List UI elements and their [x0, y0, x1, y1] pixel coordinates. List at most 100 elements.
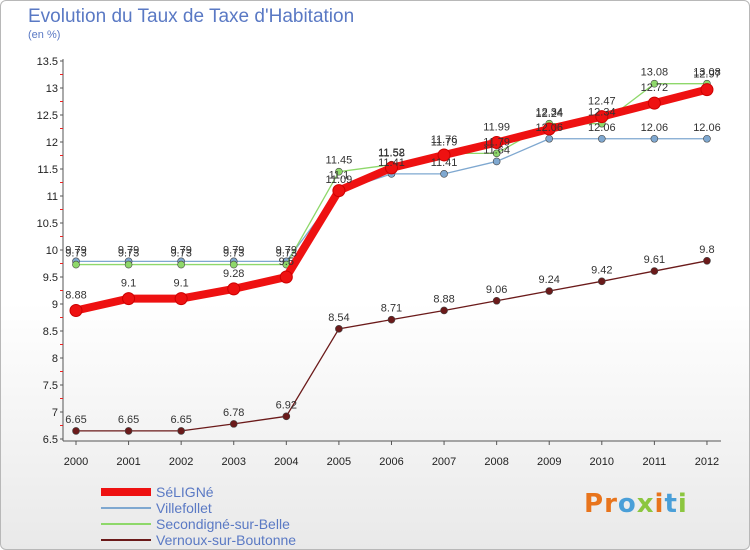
data-point-vernoux-sur-boutonne [177, 427, 185, 435]
data-point-vernoux-sur-boutonne [282, 412, 291, 421]
data-point-villefollet [703, 134, 711, 143]
data-point-seligne [174, 292, 188, 306]
data-label-villefollet: 11.41 [378, 157, 405, 169]
data-label-secondigne-sur-belle: 9.73 [170, 248, 191, 260]
data-label-secondigne-sur-belle: 9.73 [118, 248, 139, 260]
y-tick-label: 6.5 [43, 434, 58, 446]
data-label-secondigne-sur-belle: 13.08 [641, 67, 669, 79]
data-point-seligne [69, 303, 83, 317]
data-point-seligne [490, 136, 504, 150]
proxiti-logo: Proxiti [584, 489, 688, 519]
data-point-seligne [332, 184, 346, 198]
data-point-vernoux-sur-boutonne [387, 315, 396, 324]
y-tick-label: 12 [46, 137, 58, 149]
data-point-seligne [437, 148, 451, 162]
data-label-seligne: 11.1 [329, 170, 350, 182]
legend-swatch-vernoux [101, 539, 151, 541]
data-point-vernoux-sur-boutonne [597, 277, 606, 286]
y-tick-label: 13 [46, 83, 58, 95]
data-point-villefollet [597, 134, 606, 143]
data-label-seligne: 9.1 [174, 278, 189, 290]
data-point-seligne [647, 96, 661, 110]
data-point-vernoux-sur-boutonne [124, 427, 133, 435]
data-label-villefollet: 12.06 [588, 122, 616, 134]
data-label-vernoux-sur-boutonne: 8.88 [433, 293, 454, 305]
data-label-seligne: 12.24 [535, 108, 563, 120]
data-label-vernoux-sur-boutonne: 9.06 [486, 284, 507, 296]
x-tick-label: 2005 [327, 456, 351, 468]
data-label-vernoux-sur-boutonne: 8.54 [328, 312, 349, 324]
y-tick-label: 7.5 [43, 380, 58, 392]
legend-label-secondigne: Secondigné-sur-Belle [156, 516, 290, 532]
data-label-villefollet: 11.41 [431, 157, 458, 169]
data-label-vernoux-sur-boutonne: 9.24 [539, 274, 560, 286]
x-tick-label: 2010 [590, 456, 614, 468]
x-tick-label: 2009 [537, 456, 561, 468]
data-point-vernoux-sur-boutonne [229, 420, 238, 428]
data-label-vernoux-sur-boutonne: 6.65 [170, 414, 191, 426]
data-point-secondigne-sur-belle [124, 260, 133, 269]
x-tick-label: 2006 [379, 456, 403, 468]
data-point-secondigne-sur-belle [650, 79, 659, 88]
data-label-seligne: 12.47 [588, 96, 616, 108]
data-label-seligne: 11.52 [378, 147, 405, 159]
x-tick-label: 2004 [274, 456, 298, 468]
data-label-villefollet: 11.09 [326, 174, 353, 186]
data-label-secondigne-sur-belle: 9.73 [65, 248, 86, 260]
data-label-seligne: 11.99 [483, 122, 510, 134]
data-point-secondigne-sur-belle [72, 260, 80, 269]
data-label-secondigne-sur-belle: 9.73 [223, 248, 244, 260]
data-label-secondigne-sur-belle: 11.79 [483, 136, 510, 148]
x-tick-label: 2007 [432, 456, 456, 468]
legend-item-seligne: SéLIGNé [101, 484, 341, 500]
data-label-villefollet: 9.79 [223, 244, 244, 256]
data-label-secondigne-sur-belle: 12.34 [535, 107, 563, 119]
data-label-vernoux-sur-boutonne: 6.65 [65, 414, 86, 426]
data-point-seligne [227, 282, 241, 296]
legend-item-villefollet: Villefollet [101, 500, 341, 516]
x-tick-label: 2001 [116, 456, 140, 468]
data-point-vernoux-sur-boutonne [335, 325, 343, 333]
data-point-seligne [384, 161, 398, 175]
y-tick-label: 11.5 [37, 164, 58, 176]
data-label-vernoux-sur-boutonne: 9.8 [699, 244, 714, 256]
data-point-seligne [279, 270, 293, 284]
data-label-secondigne-sur-belle: 11.79 [431, 136, 458, 148]
data-label-seligne: 11.76 [431, 134, 458, 146]
data-point-villefollet [440, 170, 448, 178]
x-tick-label: 2002 [169, 456, 193, 468]
data-point-seligne [122, 292, 136, 306]
x-tick-label: 2003 [221, 456, 245, 468]
data-point-vernoux-sur-boutonne [545, 287, 554, 295]
data-label-vernoux-sur-boutonne: 6.92 [276, 399, 297, 411]
data-point-villefollet [545, 134, 554, 143]
chart-title: Evolution du Taux de Taxe d'Habitation [28, 6, 355, 27]
data-label-secondigne-sur-belle: 11.45 [326, 155, 353, 167]
data-point-secondigne-sur-belle [492, 149, 501, 158]
legend-swatch-secondigne [101, 523, 151, 525]
chart-legend: SéLIGNé Villefollet Secondigné-sur-Belle… [101, 484, 341, 548]
legend-label-villefollet: Villefollet [156, 500, 212, 516]
data-point-secondigne-sur-belle [177, 260, 185, 269]
series-line-vernoux-sur-boutonne [75, 260, 708, 432]
data-label-vernoux-sur-boutonne: 6.78 [223, 407, 244, 419]
data-label-seligne: 12.97 [693, 69, 721, 81]
chart-unit-label: (en %) [28, 29, 61, 41]
data-point-seligne [700, 83, 714, 97]
x-tick-label: 2012 [695, 456, 719, 468]
legend-swatch-seligne [101, 488, 151, 496]
data-label-seligne: 9.28 [223, 268, 244, 280]
x-tick-label: 2000 [64, 456, 88, 468]
data-label-villefollet: 9.79 [118, 244, 139, 256]
data-label-vernoux-sur-boutonne: 9.61 [644, 254, 665, 266]
data-label-secondigne-sur-belle: 11.58 [378, 148, 405, 160]
data-point-villefollet [492, 157, 501, 166]
data-point-vernoux-sur-boutonne [440, 306, 448, 315]
data-label-villefollet: 9.79 [65, 244, 86, 256]
data-label-villefollet: 9.79 [170, 244, 191, 256]
data-point-secondigne-sur-belle [229, 260, 238, 269]
legend-item-vernoux: Vernoux-sur-Boutonne [101, 532, 341, 548]
data-label-seligne: 8.88 [65, 289, 86, 301]
